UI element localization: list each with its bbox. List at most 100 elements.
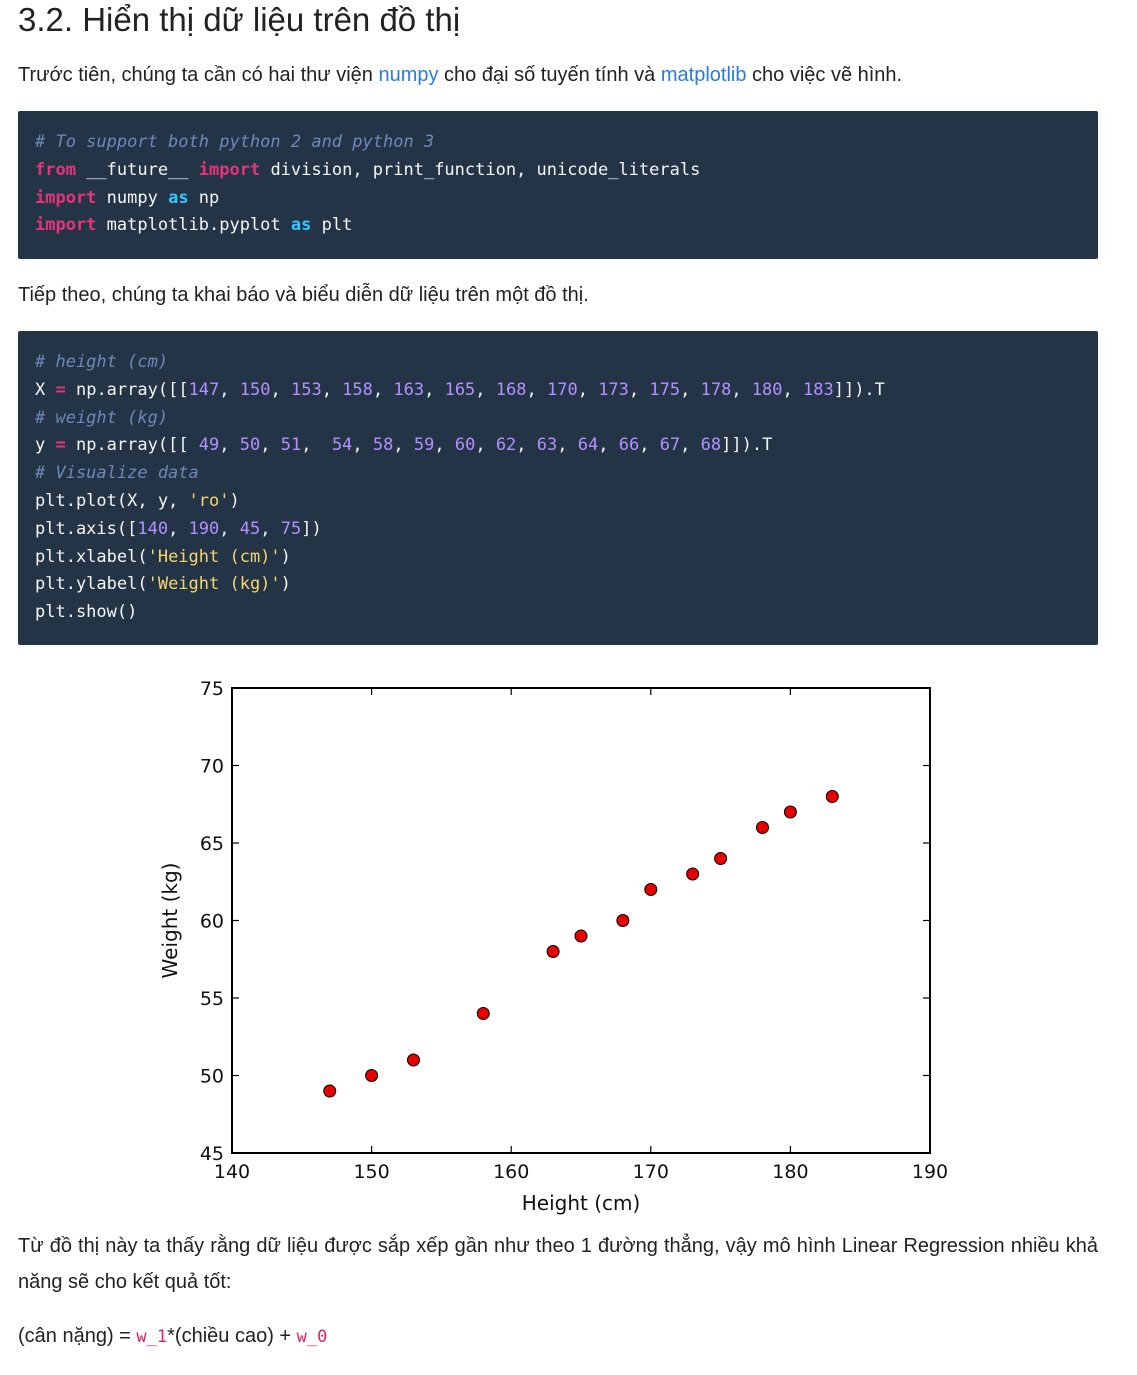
code-token: ,: [598, 435, 619, 456]
code-token: 183: [803, 379, 834, 400]
code-token: 165: [444, 379, 476, 400]
x-tick-label: 170: [633, 1161, 669, 1183]
code-token: plt: [311, 215, 353, 236]
data-point: [644, 883, 658, 896]
y-tick-label: 65: [200, 833, 224, 855]
code-token: 170: [546, 379, 578, 400]
code-line: plt.axis([140, 190, 45, 75]): [35, 516, 1081, 544]
code-token: ,: [393, 435, 414, 456]
x-tick-label: 180: [772, 1161, 808, 1183]
code-token: 178: [700, 379, 732, 400]
x-tick-label: 190: [912, 1161, 948, 1183]
code-token: ,: [639, 435, 660, 456]
code-token: ): [280, 574, 291, 595]
code-token: 59: [413, 435, 435, 456]
code-token: 173: [598, 379, 629, 400]
code-token: 153: [290, 379, 322, 400]
code-line: plt.xlabel('Height (cm)'): [35, 544, 1081, 572]
code-token: 51: [280, 435, 302, 456]
code-token: 45: [239, 518, 261, 539]
scatter-chart: 140 150 160 170 180 190 45 50 55 60 65 70 75 Height …: [158, 678, 948, 1215]
intro-paragraph: Trước tiên, chúng ta cần có hai thư viện…: [18, 57, 1098, 93]
data-point: [365, 1069, 379, 1082]
code-block-imports[interactable]: # To support both python 2 and python 3 f…: [18, 111, 1098, 259]
code-token: plt.show(): [35, 602, 138, 623]
code-line: X = np.array([[147, 150, 153, 158, 163, …: [35, 377, 1081, 405]
code-token: ): [229, 490, 240, 511]
code-token: ,: [301, 435, 332, 456]
code-token: division, print_function, unicode_litera…: [260, 159, 701, 180]
code-token: as: [290, 215, 312, 236]
code-token: np: [188, 187, 220, 208]
code-token: np.array([[: [65, 379, 189, 400]
code-token: ,: [475, 379, 496, 400]
code-token: ,: [270, 379, 291, 400]
x-tick-label: 140: [214, 1161, 250, 1183]
code-token: ]): [301, 518, 322, 539]
data-point: [406, 1053, 420, 1067]
code-token: 'ro': [188, 490, 230, 511]
code-token: 62: [495, 435, 517, 456]
code-token: import: [35, 187, 97, 208]
code-token: ,: [731, 379, 752, 400]
code-token: as: [168, 187, 189, 208]
code-token: ,: [475, 435, 496, 456]
code-token: 163: [393, 379, 425, 400]
code-token: 58: [372, 435, 394, 456]
code-token: plt.ylabel(: [35, 574, 148, 595]
code-token: import: [198, 159, 261, 180]
code-token: 49: [198, 435, 220, 456]
code-token: ,: [782, 379, 803, 400]
code-token: 175: [649, 379, 681, 400]
code-token: 147: [188, 379, 220, 400]
code-token: plt.xlabel(: [35, 546, 148, 567]
code-token: ,: [372, 379, 394, 400]
code-token: ,: [557, 435, 578, 456]
code-line: # Visualize data: [35, 460, 1081, 488]
code-token: ,: [680, 379, 701, 400]
code-token: ,: [628, 379, 650, 400]
code-line: from __future__ import division, print_f…: [35, 157, 1081, 185]
section-heading: 3.2. Hiển thị dữ liệu trên đồ thị: [18, 1, 461, 38]
code-token: ,: [526, 379, 547, 400]
data-point: [714, 852, 728, 865]
code-token: ,: [219, 435, 240, 456]
data-point: [616, 914, 630, 927]
matplotlib-link[interactable]: matplotlib: [660, 64, 747, 86]
code-token: X: [35, 379, 56, 400]
code-token: y: [35, 435, 56, 456]
code-token: plt.plot(X, y,: [35, 490, 189, 511]
code-line: plt.plot(X, y, 'ro'): [35, 488, 1081, 516]
formula-text-2: *(chiều cao) +: [167, 1325, 297, 1347]
code-block-visualize[interactable]: # height (cm) X = np.array([[147, 150, 15…: [18, 331, 1098, 645]
code-line: plt.ylabel('Weight (kg)'): [35, 571, 1081, 599]
code-token: 150: [239, 379, 271, 400]
code-line: # To support both python 2 and python 3: [35, 129, 1081, 157]
code-token: 'Height (cm)': [147, 546, 281, 567]
code-token: # Visualize data: [35, 463, 199, 484]
formula-text-1: (cân nặng) =: [18, 1325, 137, 1347]
data-point: [686, 867, 700, 881]
data-point: [476, 1007, 490, 1020]
code-token: ]]).T: [721, 435, 773, 456]
code-token: 158: [342, 379, 373, 400]
code-token: ,: [516, 435, 537, 456]
code-token: 75: [280, 518, 302, 539]
code-token: np.array([[: [65, 435, 199, 456]
x-axis-label: Height (cm): [522, 1191, 641, 1215]
intro-text-middle: cho đại số tuyến tính và: [438, 64, 661, 86]
code-line: y = np.array([[ 49, 50, 51, 54, 58, 59, …: [35, 432, 1081, 460]
code-token: ): [280, 546, 291, 567]
code-line: import numpy as np: [35, 185, 1081, 213]
numpy-link[interactable]: numpy: [378, 64, 439, 86]
y-tick-label: 55: [200, 988, 224, 1010]
code-token: plt.axis([: [35, 518, 138, 539]
code-token: 168: [495, 379, 527, 400]
data-point: [783, 805, 797, 819]
code-token: ,: [352, 435, 373, 456]
y-tick-label: 50: [200, 1066, 224, 1088]
code-token: 54: [331, 435, 353, 456]
code-token: ,: [321, 379, 343, 400]
code-token: numpy: [96, 187, 169, 208]
code-token: 64: [577, 435, 599, 456]
